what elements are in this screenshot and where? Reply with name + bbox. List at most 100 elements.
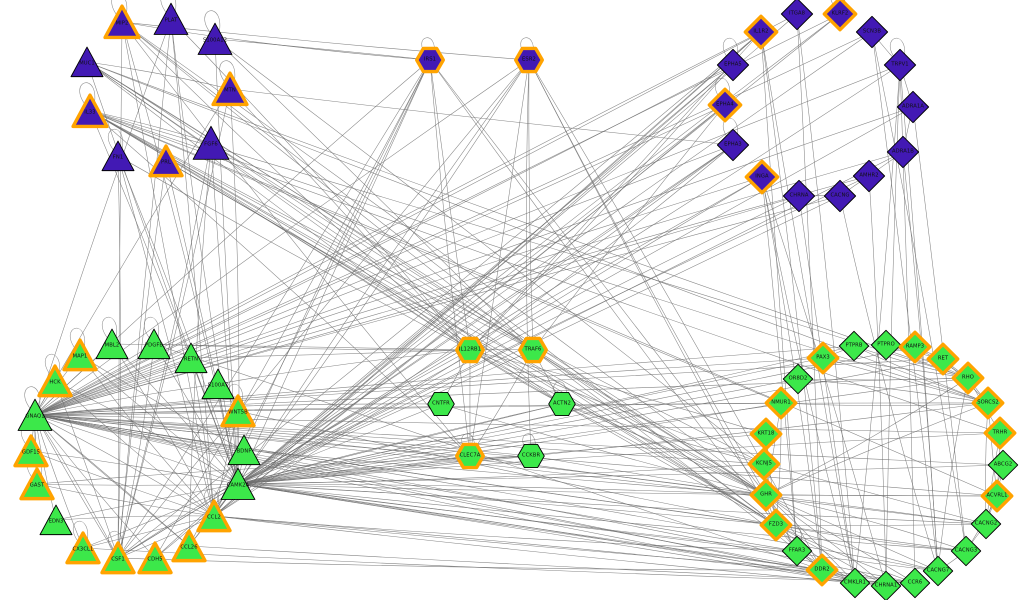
node-krt18[interactable]: KRT18 (749, 417, 783, 451)
node-sorcs2[interactable]: SORCS2 (971, 386, 1005, 420)
diamond-glyph (759, 508, 793, 542)
edge (765, 402, 989, 496)
node-csf1[interactable]: CSF1 (100, 541, 136, 575)
edge (210, 142, 767, 496)
edge (34, 414, 190, 547)
edge (213, 515, 823, 571)
node-prl[interactable]: PRL (148, 144, 184, 178)
node-scn3b[interactable]: SCN3B (855, 15, 889, 49)
diamond-glyph (926, 342, 960, 376)
node-pdgfb[interactable]: PDGFB (137, 327, 171, 361)
edge (469, 349, 777, 526)
node-chrna[interactable]: CHRNA (782, 179, 816, 213)
node-ccr6[interactable]: CCR6 (899, 567, 931, 599)
node-kcnj5[interactable]: KCNJ5 (747, 447, 781, 481)
node-gnaq1[interactable]: GNAQ1 (17, 397, 53, 433)
node-nmur1[interactable]: NMUR1 (764, 386, 798, 420)
edge (34, 151, 904, 416)
node-cacng3[interactable]: CACNG3 (950, 535, 982, 567)
node-hck[interactable]: HCK (37, 364, 73, 398)
node-epha4[interactable]: EPHA4 (707, 87, 743, 123)
node-itga8[interactable]: ITGA8 (780, 0, 814, 31)
edge (765, 494, 998, 497)
edge (190, 357, 215, 517)
node-trpv1[interactable]: TRPV1 (883, 48, 917, 82)
edge (528, 59, 534, 351)
edge (237, 483, 767, 496)
edge (188, 545, 916, 584)
node-fn1[interactable]: FN1 (101, 139, 135, 173)
node-cntfr[interactable]: CNTFR (427, 390, 455, 418)
edge (117, 155, 239, 485)
node-il33[interactable]: IL33 (71, 93, 109, 129)
edge (34, 59, 530, 416)
node-cacng[interactable]: CACNG (823, 179, 857, 213)
node-muc1[interactable]: MUC1 (70, 45, 104, 79)
node-il1r2[interactable]: IL1R2 (743, 14, 779, 50)
node-cckbr[interactable]: CCKBR (517, 442, 545, 470)
node-abcg2[interactable]: ABCG2 (987, 449, 1019, 481)
edge (528, 59, 777, 526)
node-mip2[interactable]: MIP2 (103, 4, 141, 40)
self-loop-edge (160, 0, 177, 16)
node-mtn[interactable]: MTN (211, 71, 249, 107)
edge (34, 414, 215, 517)
diamond-glyph (987, 449, 1019, 481)
edge (775, 524, 967, 552)
node-ccl26[interactable]: CCL26 (171, 529, 207, 563)
node-cdh5[interactable]: CDH5 (137, 541, 173, 575)
node-traf6[interactable]: TRAF6 (517, 336, 548, 364)
node-adra1b[interactable]: ADRA1B (886, 135, 920, 169)
node-cmklr1[interactable]: CMKLR1 (839, 567, 871, 599)
node-mbl2[interactable]: MBL2 (95, 327, 129, 361)
node-amhr2[interactable]: AMHR2 (852, 159, 886, 193)
edge (34, 402, 989, 416)
node-epha5[interactable]: EPHA5 (716, 48, 750, 82)
node-ptpro[interactable]: PTPRO (870, 329, 902, 361)
node-inga[interactable]: INGA (744, 159, 780, 195)
node-gdf15[interactable]: GDF15 (13, 434, 49, 468)
node-chrna1[interactable]: CHRNA1 (870, 570, 902, 600)
edge (237, 455, 471, 485)
node-esr2[interactable]: ESR2 (513, 46, 544, 74)
node-epha3[interactable]: EPHA3 (716, 128, 750, 162)
edge (237, 483, 967, 552)
node-il12rb1[interactable]: IL12RB1 (454, 336, 485, 364)
edge (237, 13, 841, 485)
node-s100a12[interactable]: S100A12 (197, 21, 233, 57)
hexagon-glyph (513, 46, 544, 74)
self-loop-edge (73, 520, 89, 545)
edge (34, 414, 119, 559)
edge (34, 358, 944, 416)
node-trhr[interactable]: TRHR (983, 416, 1017, 450)
triangle-glyph (103, 4, 141, 40)
edge (237, 64, 901, 485)
node-wnt5b[interactable]: WNT5B (220, 394, 256, 428)
node-ghr[interactable]: GHR (749, 478, 783, 512)
node-klrf2[interactable]: KLRF2 (822, 0, 858, 32)
node-irs1[interactable]: IRS1 (414, 46, 445, 74)
node-fgf6[interactable]: FGF6 (192, 124, 230, 162)
node-ccl2[interactable]: CCL2 (196, 499, 232, 533)
node-adra1a[interactable]: ADRA1A (896, 90, 930, 124)
edge (89, 110, 998, 497)
node-camk2a[interactable]: CAMK2A (220, 466, 256, 502)
node-ptprb[interactable]: PTPRB (838, 330, 870, 362)
diamond-glyph (782, 179, 816, 213)
node-ddr2[interactable]: DDR2 (805, 553, 839, 587)
edge (871, 31, 967, 552)
triangle-glyph (201, 368, 235, 400)
node-gast[interactable]: GAST (19, 467, 55, 501)
node-plat[interactable]: PLAT (153, 1, 189, 37)
edge (237, 403, 442, 485)
node-clec7a[interactable]: CLEC7A (454, 442, 485, 470)
edge (530, 455, 767, 496)
edge (429, 59, 471, 457)
node-actn2[interactable]: ACTN2 (548, 390, 576, 418)
node-cx3cl1[interactable]: CX3CL1 (65, 531, 101, 565)
diamond-glyph (838, 330, 870, 362)
node-bdnf[interactable]: BDNF (227, 433, 261, 467)
edge (237, 464, 1004, 485)
edge (822, 357, 989, 404)
